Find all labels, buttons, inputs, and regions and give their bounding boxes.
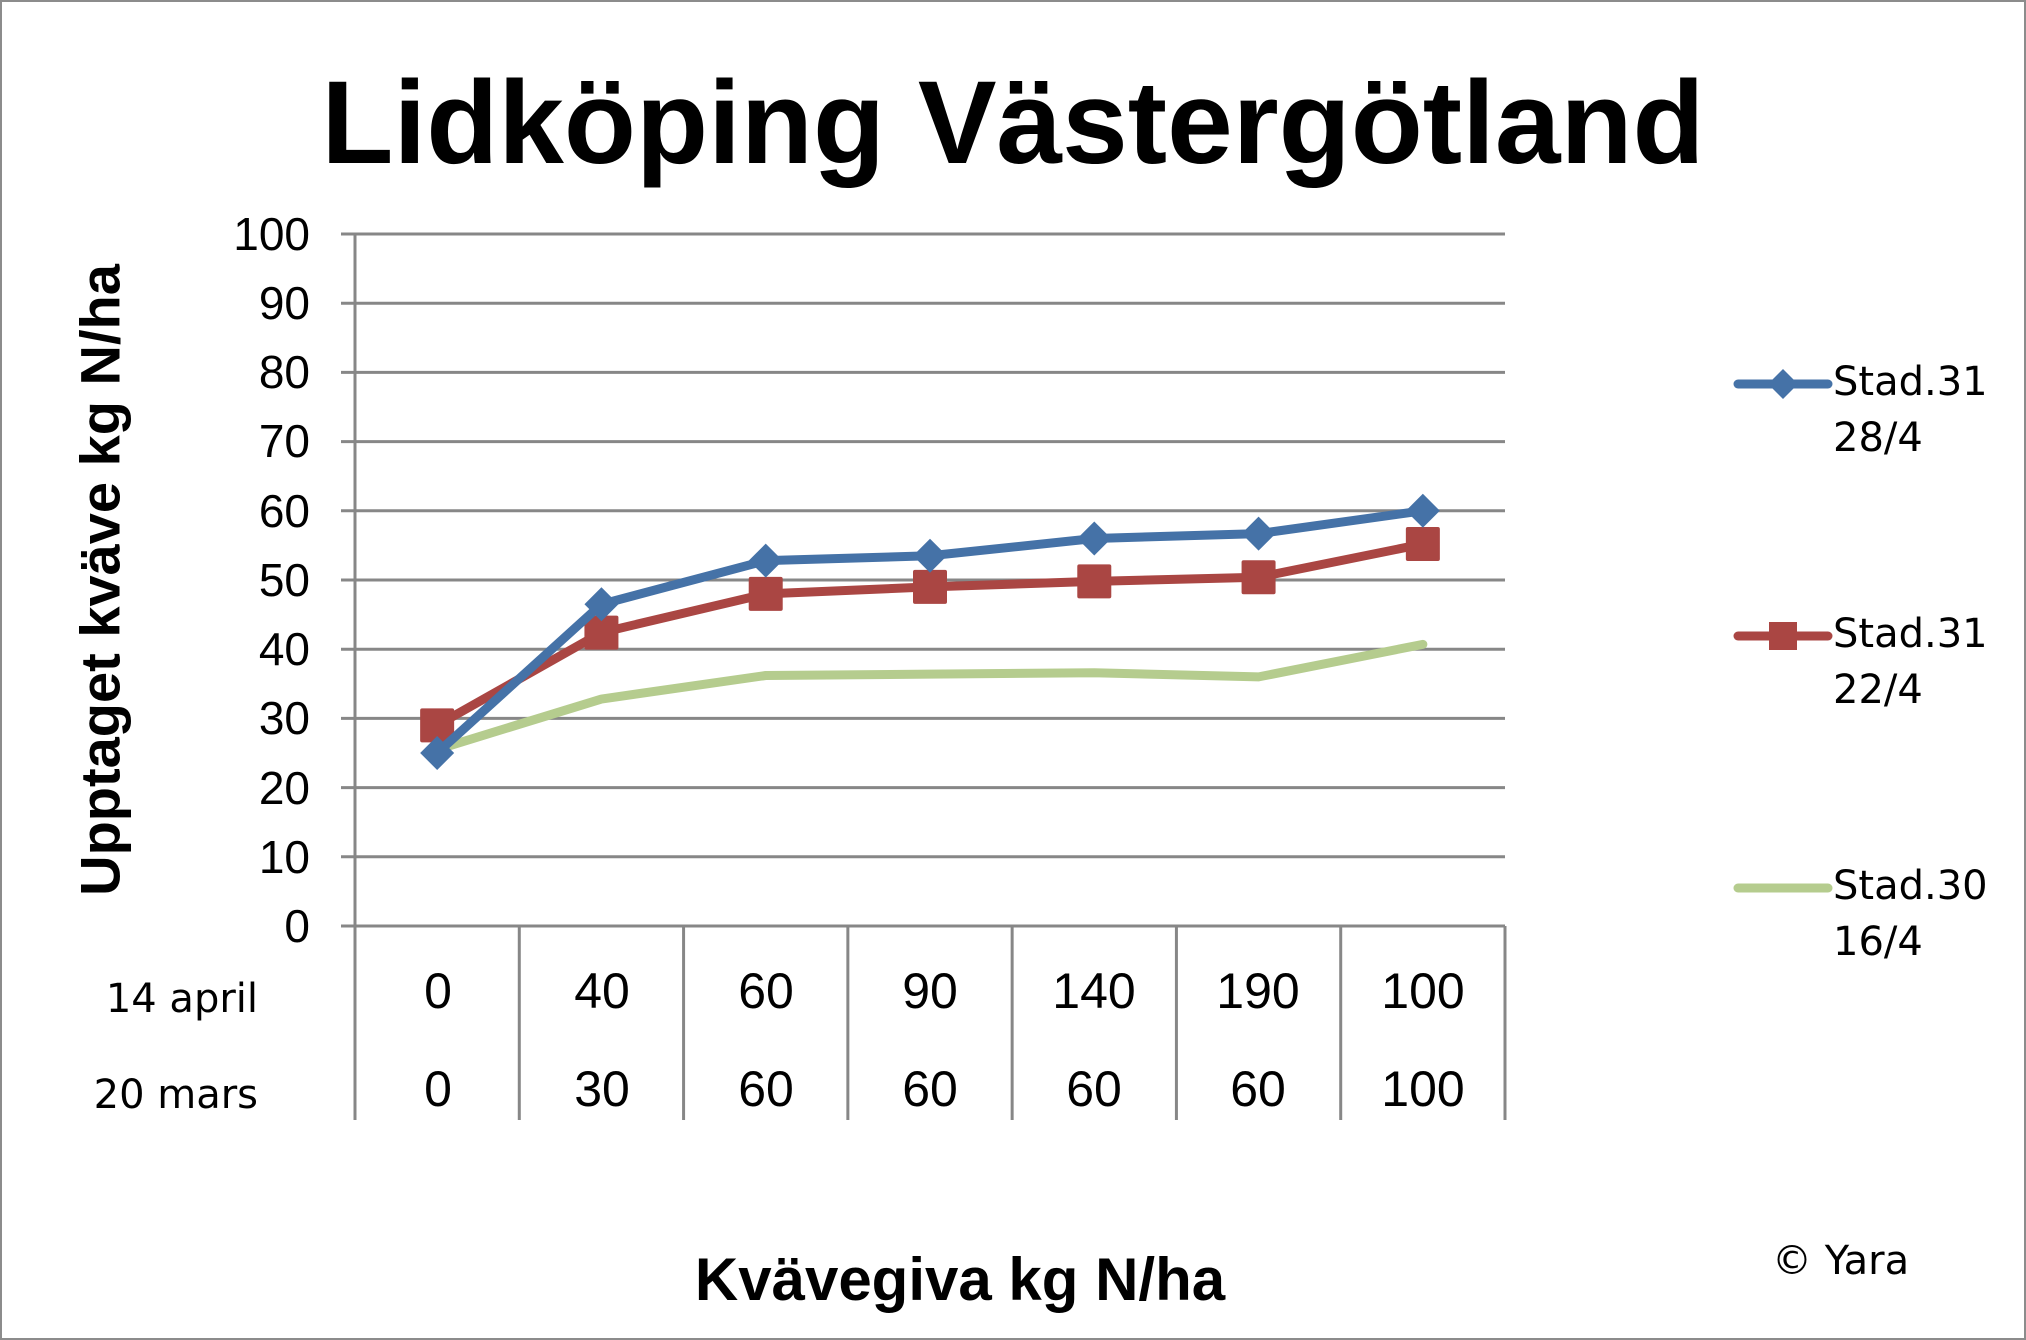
category-value: 190 — [1216, 963, 1300, 1019]
square-marker-icon — [1077, 564, 1112, 599]
square-marker-icon — [420, 708, 455, 743]
legend-label-stad31-28-4: Stad.31 28/4 — [1833, 359, 1988, 461]
y-tick: 50 — [258, 554, 310, 606]
y-tick: 30 — [258, 692, 310, 744]
category-value: 60 — [738, 963, 794, 1019]
legend-square-icon — [1769, 622, 1797, 650]
diamond-marker-icon — [913, 538, 947, 573]
y-tick: 90 — [258, 277, 310, 329]
square-marker-icon — [1241, 560, 1276, 595]
series-2 — [432, 639, 1428, 755]
series-line — [432, 639, 1428, 755]
category-value: 30 — [574, 1061, 630, 1117]
category-value: 60 — [902, 1061, 958, 1117]
category-value: 60 — [1066, 1061, 1122, 1117]
diamond-marker-icon — [1077, 521, 1112, 556]
y-tick: 70 — [258, 415, 310, 467]
chart-title: Lidköping Västergötland — [321, 57, 1705, 189]
y-tick: 80 — [258, 346, 310, 398]
copyright-text: © Yara — [1772, 1238, 1910, 1284]
series-0 — [420, 493, 1440, 770]
square-marker-icon — [913, 569, 947, 604]
square-marker-icon — [1405, 527, 1440, 562]
y-tick: 10 — [258, 831, 310, 883]
category-value: 0 — [424, 963, 452, 1019]
diamond-marker-icon — [584, 587, 619, 622]
category-value: 100 — [1381, 963, 1465, 1019]
square-marker-icon — [584, 615, 619, 650]
category-value: 60 — [1230, 1061, 1286, 1117]
legend-diamond-icon — [1768, 369, 1798, 399]
diamond-marker-icon — [748, 543, 783, 578]
series-1 — [420, 527, 1440, 743]
diamond-marker-icon — [1241, 516, 1276, 551]
category-value: 140 — [1052, 963, 1136, 1019]
y-tick: 40 — [258, 623, 310, 675]
category-row-label-20-mars: 20 mars — [93, 1072, 258, 1118]
category-value: 40 — [574, 963, 630, 1019]
category-value: 90 — [902, 963, 958, 1019]
diamond-marker-icon — [420, 736, 455, 770]
square-marker-icon — [748, 576, 783, 611]
x-axis-label: Kvävegiva kg N/ha — [694, 1246, 1226, 1313]
y-tick: 20 — [258, 762, 310, 814]
y-tick: 100 — [233, 208, 310, 260]
category-value: 0 — [424, 1061, 452, 1117]
legend-label-stad31-22-4: Stad.31 22/4 — [1833, 611, 1988, 713]
category-row-label-14-april: 14 april — [105, 976, 258, 1022]
diamond-marker-icon — [1405, 493, 1440, 528]
category-value: 60 — [738, 1061, 794, 1117]
legend-label-stad30-16-4: Stad.30 16/4 — [1833, 863, 1988, 965]
y-tick: 0 — [284, 900, 310, 952]
category-value: 100 — [1381, 1061, 1465, 1117]
y-tick: 60 — [258, 485, 310, 537]
